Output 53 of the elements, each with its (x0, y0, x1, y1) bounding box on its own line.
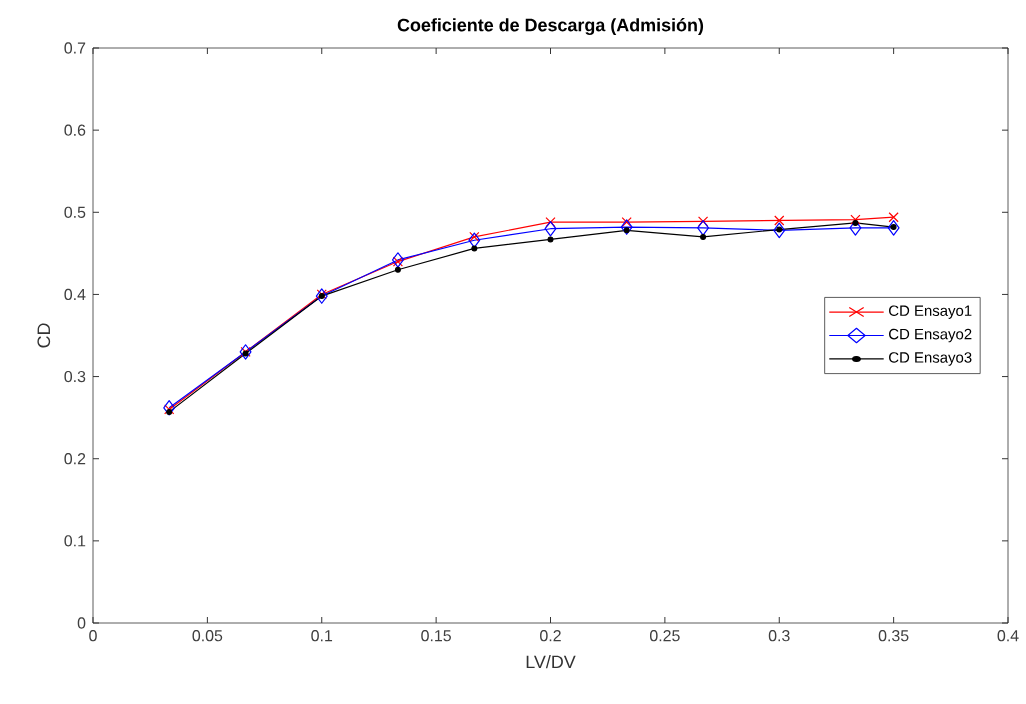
x-axis-title: LV/DV (526, 655, 576, 669)
point (392, 256, 404, 267)
y-tick-label: 0.1 (64, 535, 86, 547)
point (468, 232, 481, 248)
point (623, 227, 630, 234)
legend-label: CD Ensayo2 (889, 328, 972, 343)
point (774, 215, 785, 226)
x-tick-label: 0.05 (192, 630, 223, 642)
x-tick-label: 0.25 (649, 630, 680, 642)
legend-label: CD Ensayo3 (889, 352, 972, 366)
point (773, 222, 786, 239)
y-tick-label: 0.2 (64, 453, 86, 465)
y-tick-label: 0.3 (64, 370, 86, 383)
x-tick-label: 0.15 (421, 630, 451, 642)
point (391, 252, 404, 268)
point (545, 217, 556, 228)
y-tick-label: 0.6 (64, 124, 86, 136)
point (316, 289, 327, 300)
y-tick-label: 0 (77, 617, 86, 629)
point (315, 288, 328, 304)
point (394, 266, 401, 273)
point (850, 214, 861, 225)
point (887, 220, 900, 236)
point (547, 236, 554, 243)
point (166, 408, 173, 415)
point (697, 216, 709, 227)
point (620, 219, 633, 235)
x-tick-label: 0.2 (540, 630, 561, 642)
point (163, 400, 176, 416)
point (164, 404, 175, 415)
x-tick-label: 0.35 (878, 630, 909, 642)
x-tick-label: 0.1 (311, 630, 333, 642)
point (621, 217, 632, 228)
x-tick-label: 0 (89, 630, 97, 642)
chart-title: Coeficiente de Descarga (Admisión) (397, 18, 704, 36)
y-tick-label: 0.7 (64, 42, 86, 54)
point (471, 245, 478, 252)
point (544, 220, 557, 237)
point (776, 226, 783, 233)
legend-label: CD Ensayo1 (889, 305, 972, 319)
point (242, 350, 249, 357)
point (852, 219, 859, 226)
x-tick-label: 0.4 (997, 630, 1019, 642)
point (700, 233, 707, 240)
point (888, 212, 899, 223)
y-axis-title: CD (37, 323, 51, 348)
point (318, 293, 325, 300)
point (890, 224, 897, 231)
y-tick-label: 0.5 (64, 206, 86, 218)
y-tick-label: 0.4 (64, 288, 86, 301)
point (469, 231, 480, 243)
x-tick-label: 0.3 (768, 630, 790, 642)
point (697, 220, 710, 236)
